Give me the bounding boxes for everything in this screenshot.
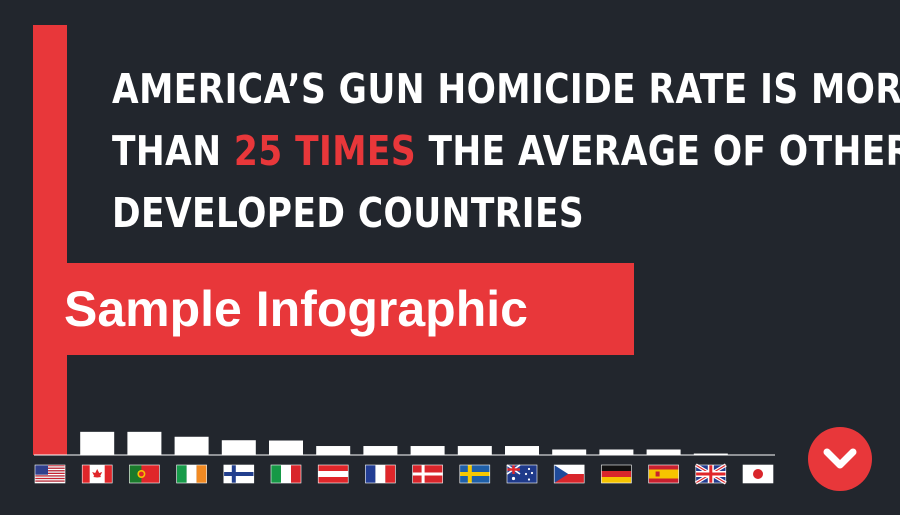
- se-flag-icon: [459, 464, 491, 484]
- gb-flag-icon: [694, 463, 727, 485]
- headline-highlight: 25 TIMES: [233, 127, 417, 175]
- cz-flag-icon: [553, 464, 585, 484]
- bar-gb: [693, 453, 728, 455]
- ie-flag-icon: [176, 464, 207, 484]
- it-flag-icon: [270, 464, 302, 484]
- dk-flag-icon: [412, 464, 443, 484]
- bar-it: [269, 440, 303, 455]
- bar-ca: [80, 431, 115, 455]
- bar-de: [599, 449, 634, 455]
- au-flag-icon: [506, 464, 538, 484]
- jp-flag-icon: [742, 464, 774, 484]
- us-flag-icon: [34, 464, 66, 484]
- scroll-down-button[interactable]: [808, 427, 872, 491]
- ca-flag-icon: [81, 464, 113, 484]
- headline-line-2-pre: THAN: [112, 127, 234, 175]
- bar-cz: [552, 449, 587, 455]
- flag-row: [34, 463, 774, 485]
- bar-dk: [410, 446, 445, 455]
- es-flag-icon: [648, 464, 679, 484]
- bar-at: [316, 446, 351, 455]
- bar-us: [33, 25, 67, 455]
- watermark-text: Sample Infographic: [64, 281, 528, 337]
- headline-line-3: DEVELOPED COUNTRIES: [112, 189, 585, 237]
- chevron-down-icon: [823, 448, 857, 469]
- bar-es: [646, 449, 681, 455]
- bar-pt: [127, 431, 162, 455]
- at-flag-icon: [317, 464, 349, 484]
- watermark-banner: Sample Infographic: [34, 263, 634, 355]
- fi-flag-icon: [223, 464, 255, 484]
- bar-fr: [363, 446, 398, 455]
- pt-flag-icon: [129, 464, 160, 484]
- headline-line-2: THAN 25 TIMES THE AVERAGE OF OTHER: [112, 120, 900, 182]
- fr-flag-icon: [365, 464, 396, 484]
- bars: [33, 25, 728, 455]
- de-flag-icon: [601, 464, 632, 484]
- bar-fi: [221, 440, 256, 455]
- bar-se: [457, 446, 492, 455]
- bar-ie: [174, 436, 209, 455]
- bar-au: [505, 446, 539, 455]
- headline-line-2-post: THE AVERAGE OF OTHER: [416, 127, 900, 175]
